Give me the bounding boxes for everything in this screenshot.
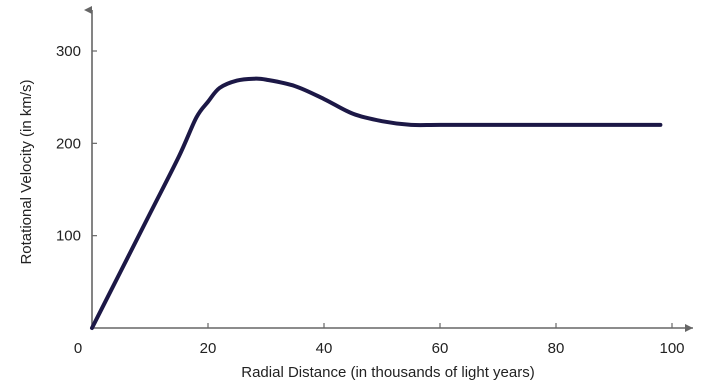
y-axis-title: Rotational Velocity (in km/s)	[18, 79, 35, 264]
y-tick-label-200: 200	[56, 135, 81, 152]
axes	[84, 6, 693, 332]
series-layer	[90, 76, 663, 330]
y-tick-label-100: 100	[56, 228, 81, 245]
ticks: 0 20 40 60 80 100 100 200 300	[56, 43, 685, 357]
x-tick-label-100: 100	[659, 340, 684, 357]
x-tick-label-40: 40	[316, 340, 333, 357]
y-tick-label-300: 300	[56, 43, 81, 60]
x-axis-title: Radial Distance (in thousands of light y…	[241, 364, 534, 381]
x-tick-label-0: 0	[74, 340, 82, 357]
x-tick-label-80: 80	[548, 340, 565, 357]
series-line-0	[90, 76, 663, 330]
x-tick-label-60: 60	[432, 340, 449, 357]
x-tick-label-20: 20	[200, 340, 217, 357]
